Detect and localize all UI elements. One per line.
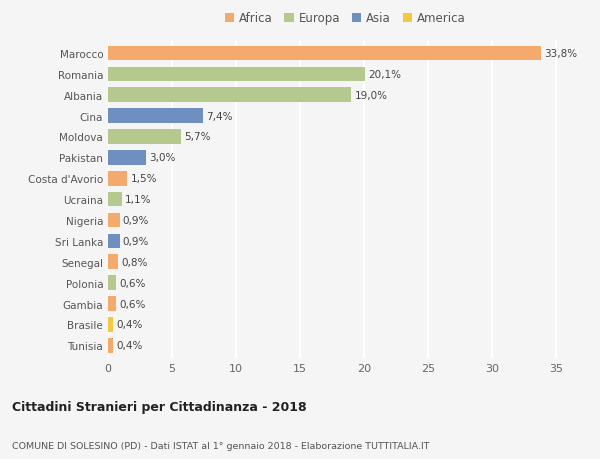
Bar	[108, 88, 352, 103]
Bar	[108, 317, 113, 332]
Bar	[108, 297, 116, 311]
Text: 3,0%: 3,0%	[149, 153, 176, 163]
Bar	[108, 67, 365, 82]
Legend: Africa, Europa, Asia, America: Africa, Europa, Asia, America	[224, 12, 466, 25]
Text: 1,5%: 1,5%	[130, 174, 157, 184]
Text: 0,4%: 0,4%	[116, 341, 143, 351]
Bar	[108, 234, 119, 249]
Text: 0,6%: 0,6%	[119, 278, 145, 288]
Bar	[108, 172, 127, 186]
Text: 0,4%: 0,4%	[116, 319, 143, 330]
Bar	[108, 255, 118, 269]
Bar	[108, 46, 541, 61]
Bar	[108, 109, 203, 123]
Text: 7,4%: 7,4%	[206, 112, 233, 121]
Bar	[108, 192, 122, 207]
Text: 5,7%: 5,7%	[184, 132, 211, 142]
Text: 33,8%: 33,8%	[544, 49, 577, 59]
Text: 0,9%: 0,9%	[123, 236, 149, 246]
Text: 20,1%: 20,1%	[369, 70, 402, 80]
Bar	[108, 338, 113, 353]
Text: 0,6%: 0,6%	[119, 299, 145, 309]
Text: 0,9%: 0,9%	[123, 216, 149, 225]
Bar	[108, 151, 146, 165]
Text: 1,1%: 1,1%	[125, 195, 152, 205]
Text: Cittadini Stranieri per Cittadinanza - 2018: Cittadini Stranieri per Cittadinanza - 2…	[12, 400, 307, 413]
Bar	[108, 276, 116, 290]
Text: 0,8%: 0,8%	[121, 257, 148, 267]
Text: COMUNE DI SOLESINO (PD) - Dati ISTAT al 1° gennaio 2018 - Elaborazione TUTTITALI: COMUNE DI SOLESINO (PD) - Dati ISTAT al …	[12, 441, 430, 450]
Bar	[108, 213, 119, 228]
Bar	[108, 130, 181, 145]
Text: 19,0%: 19,0%	[355, 90, 388, 101]
